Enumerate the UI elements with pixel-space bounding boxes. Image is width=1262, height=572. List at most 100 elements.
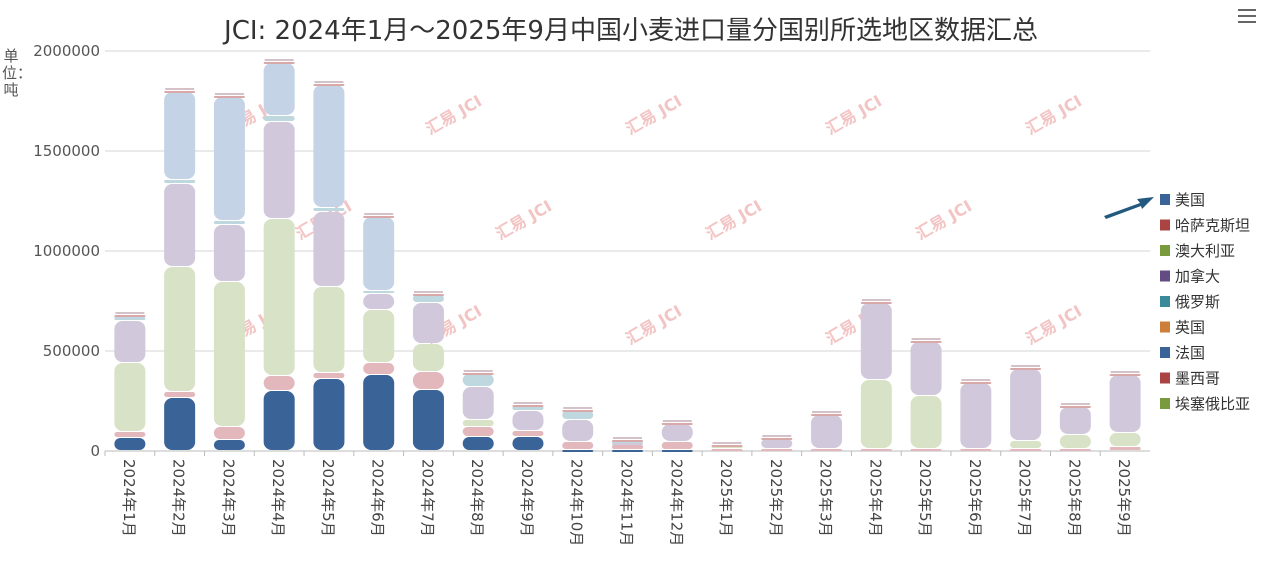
bar-segment[interactable] [1109,433,1141,446]
bar-segment[interactable] [164,184,196,266]
bar-segment[interactable] [512,437,544,450]
bar-segment[interactable] [164,92,196,179]
bar-segment[interactable] [661,442,693,449]
bar-segment[interactable] [213,97,245,220]
legend-swatch[interactable] [1160,194,1170,205]
bar-segment[interactable] [363,294,395,309]
bar-segment[interactable] [412,372,444,389]
bar-segment[interactable] [562,450,594,452]
bar-segment[interactable] [313,287,345,372]
bar-segment[interactable] [811,449,843,451]
bar-segment[interactable] [761,449,793,451]
bar-segment[interactable] [910,449,942,451]
bar-segment[interactable] [363,310,395,362]
legend-swatch[interactable] [1160,398,1170,409]
bar-segment[interactable] [164,267,196,391]
bar-segment[interactable] [1010,449,1042,451]
bar-segment[interactable] [213,221,245,224]
bar-segment[interactable] [313,379,345,450]
legend-swatch[interactable] [1160,347,1170,358]
legend-swatch[interactable] [1160,270,1170,282]
bar-segment[interactable] [313,85,345,207]
bar-segment[interactable] [860,380,892,448]
bar-segment[interactable] [313,208,345,211]
bar-segment[interactable] [661,423,693,425]
bar-segment[interactable] [213,225,245,281]
legend-item-label[interactable]: 美国 [1175,191,1205,209]
bar-segment[interactable] [164,180,196,183]
bar-segment[interactable] [1109,374,1141,376]
bar-segment[interactable] [562,410,594,412]
bar-segment[interactable] [661,424,693,441]
bar-segment[interactable] [761,438,793,440]
bar-segment[interactable] [1059,449,1091,451]
bar-segment[interactable] [910,342,942,395]
bar-segment[interactable] [213,96,245,98]
bar-segment[interactable] [910,396,942,448]
bar-segment[interactable] [612,450,643,452]
bar-segment[interactable] [462,420,494,426]
bar-segment[interactable] [114,432,146,437]
bar-segment[interactable] [213,440,245,450]
bar-segment[interactable] [612,445,643,449]
bar-segment[interactable] [711,449,743,451]
legend-item-label[interactable]: 澳大利亚 [1175,242,1235,260]
bar-segment[interactable] [263,219,295,375]
bar-segment[interactable] [263,62,295,64]
bar-segment[interactable] [512,431,544,436]
bar-segment[interactable] [114,315,146,317]
bar-segment[interactable] [562,420,594,441]
bar-segment[interactable] [263,376,295,390]
bar-segment[interactable] [213,427,245,439]
bar-segment[interactable] [1010,369,1042,440]
bar-segment[interactable] [412,295,444,302]
bar-segment[interactable] [164,398,196,450]
legend-item-label[interactable]: 墨西哥 [1175,370,1220,388]
bar-segment[interactable] [363,216,395,218]
legend-swatch[interactable] [1160,219,1170,231]
bar-segment[interactable] [1109,447,1141,450]
bar-segment[interactable] [263,122,295,218]
bar-segment[interactable] [213,282,245,426]
bar-segment[interactable] [363,363,395,374]
bar-segment[interactable] [761,439,793,448]
bar-segment[interactable] [263,391,295,450]
bar-segment[interactable] [164,91,196,93]
bar-segment[interactable] [114,438,146,450]
legend-item-label[interactable]: 埃塞俄比亚 [1175,395,1250,413]
bar-segment[interactable] [1059,435,1091,448]
legend-item-label[interactable]: 英国 [1175,319,1205,337]
bar-segment[interactable] [860,449,892,451]
bar-segment[interactable] [412,303,444,343]
bar-segment[interactable] [164,392,196,397]
bar-segment[interactable] [313,212,345,286]
bar-segment[interactable] [114,363,146,431]
bar-segment[interactable] [860,302,892,304]
legend-swatch[interactable] [1160,372,1170,384]
legend-item-label[interactable]: 哈萨克斯坦 [1175,217,1250,235]
bar-segment[interactable] [114,318,146,320]
bar-segment[interactable] [462,373,494,375]
legend-item-label[interactable]: 法国 [1175,344,1205,362]
bar-segment[interactable] [960,449,992,451]
bar-segment[interactable] [363,217,395,290]
bar-segment[interactable] [412,390,444,450]
bar-segment[interactable] [811,414,843,416]
bar-segment[interactable] [1059,406,1091,408]
bar-segment[interactable] [412,294,444,296]
bar-segment[interactable] [661,450,693,452]
bar-segment[interactable] [1010,441,1042,448]
legend-swatch[interactable] [1160,245,1170,256]
bar-segment[interactable] [910,341,942,343]
bar-segment[interactable] [562,442,594,449]
legend-swatch[interactable] [1160,296,1170,307]
bar-segment[interactable] [512,405,544,407]
bar-segment[interactable] [363,375,395,450]
legend-swatch[interactable] [1160,321,1170,333]
bar-segment[interactable] [1010,368,1042,370]
bar-segment[interactable] [263,116,295,121]
bar-segment[interactable] [363,291,395,293]
bar-segment[interactable] [512,411,544,430]
bar-segment[interactable] [811,415,843,448]
bar-segment[interactable] [1059,407,1091,434]
